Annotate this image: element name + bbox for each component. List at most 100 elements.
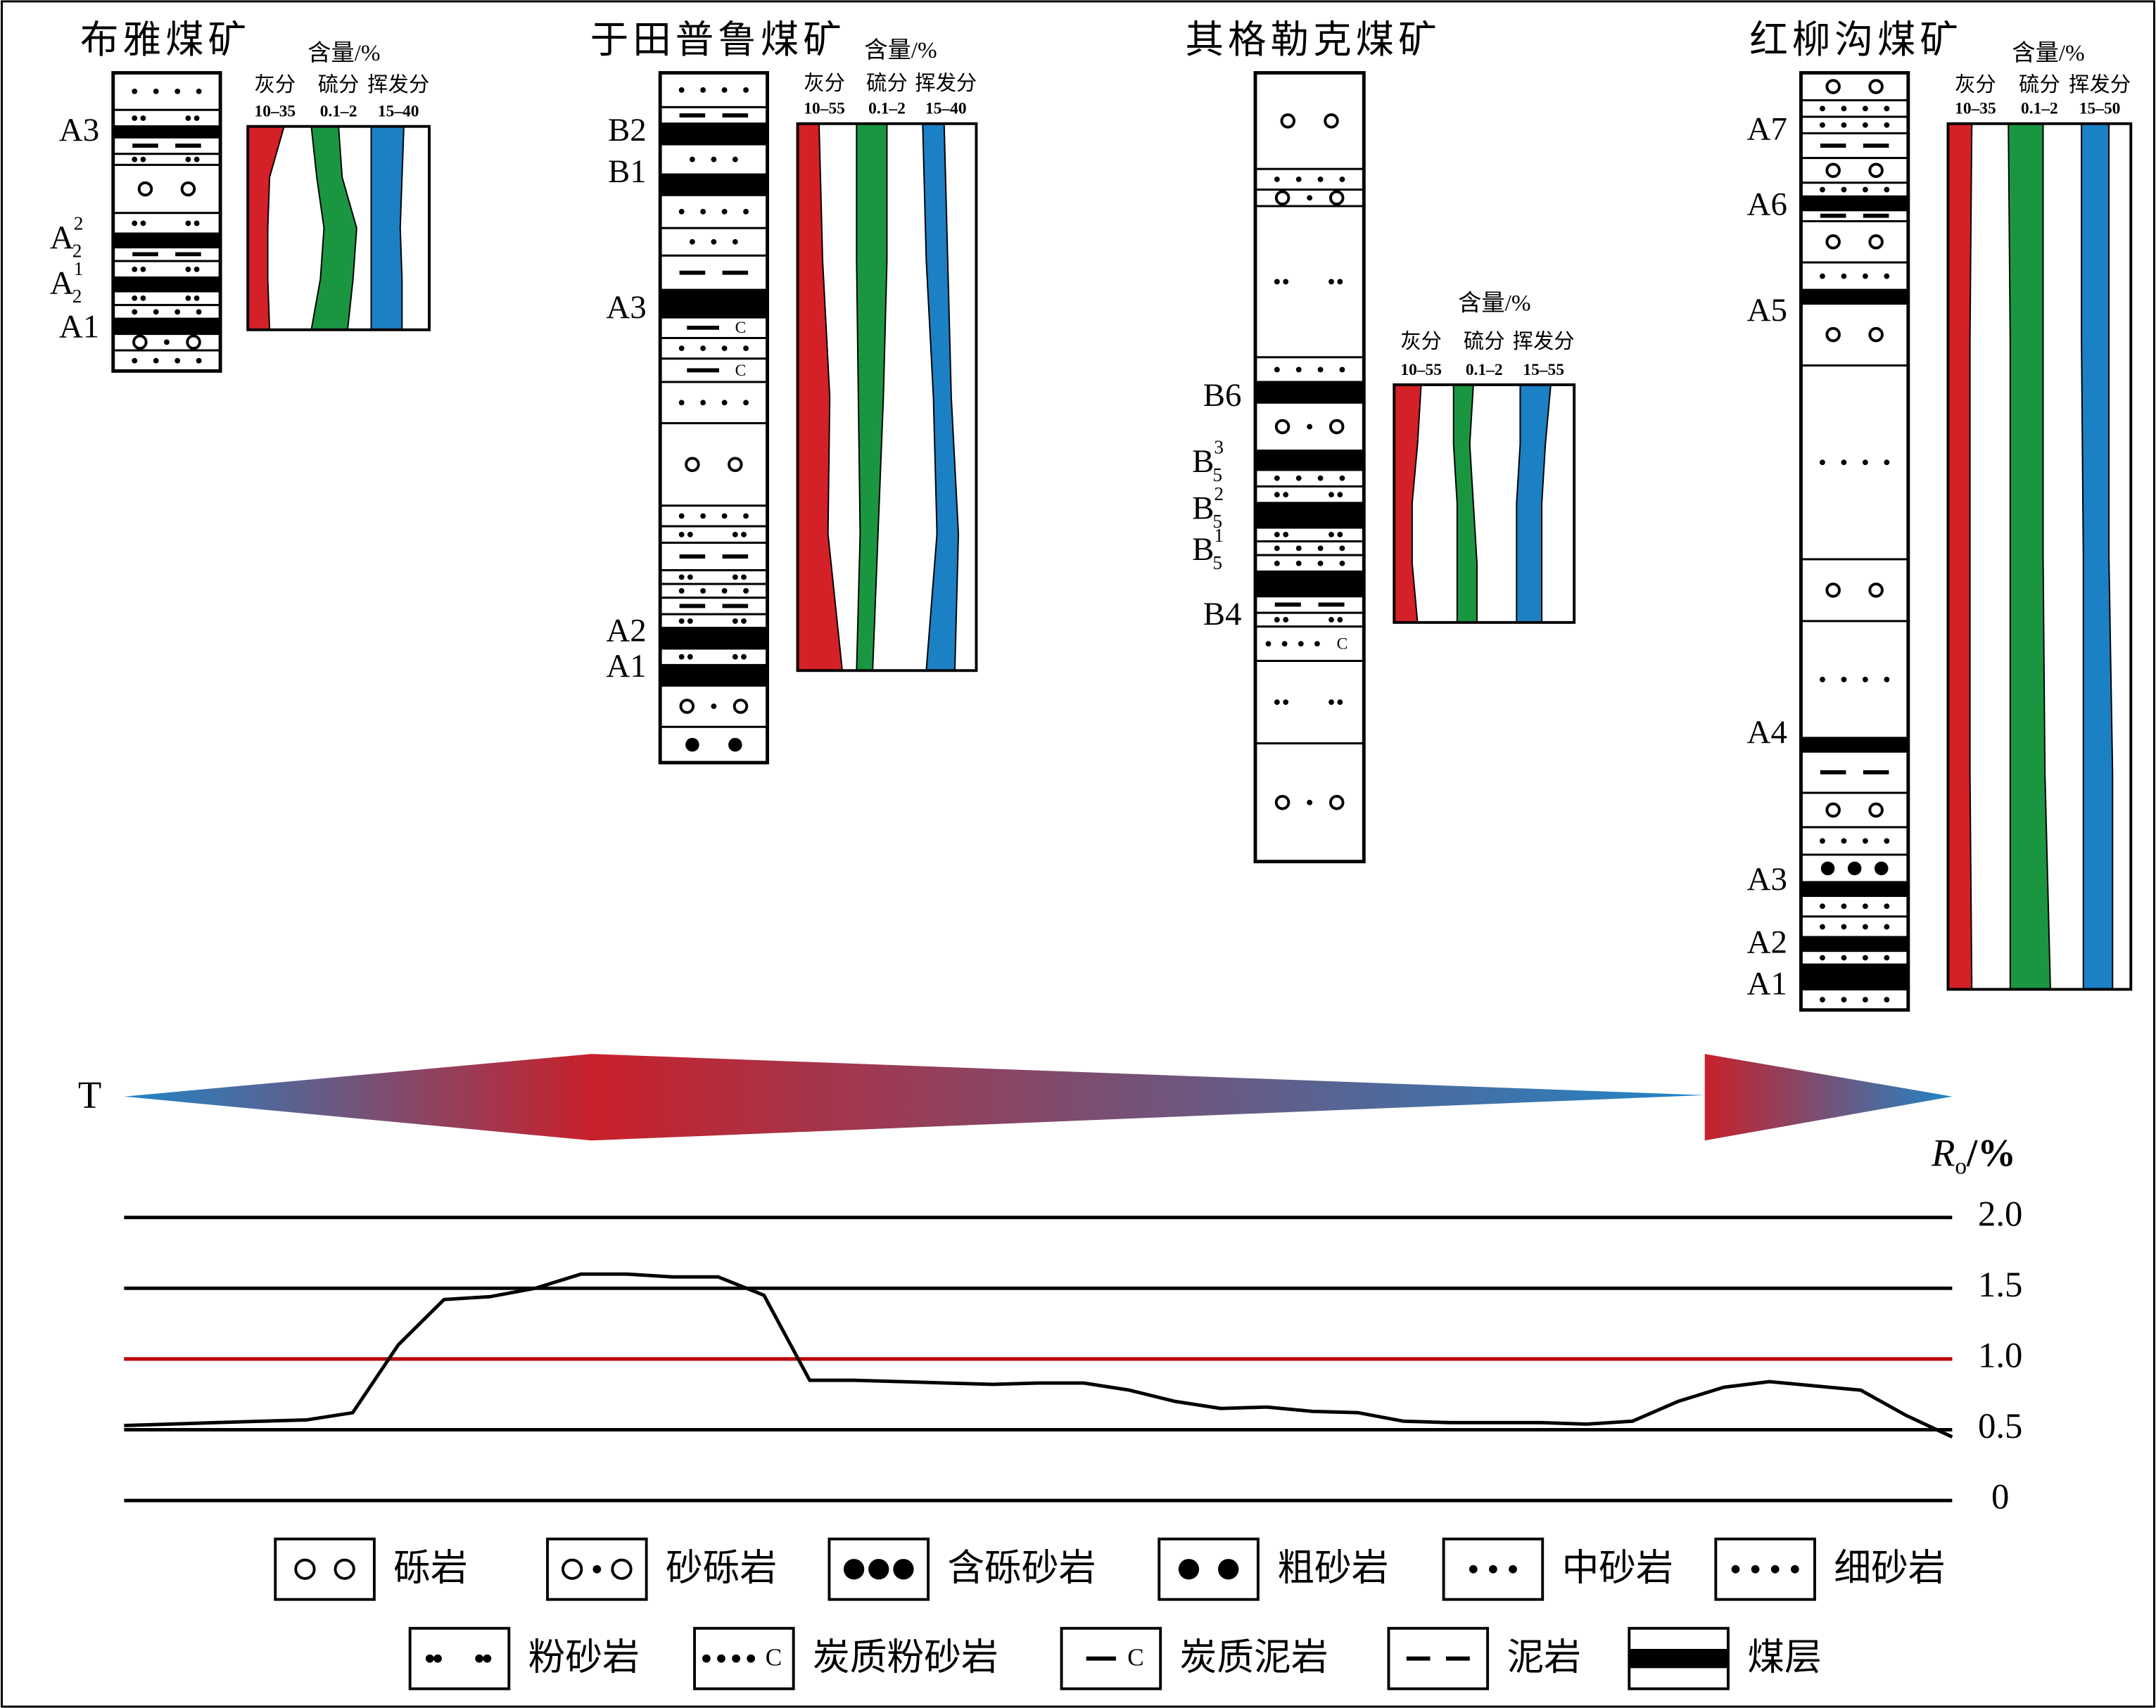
rock-layer [659, 504, 769, 528]
gravel [1329, 190, 1345, 206]
dot [1274, 279, 1280, 285]
dot [687, 531, 693, 537]
content-range: 15–40 [378, 103, 419, 121]
dot [1283, 279, 1289, 285]
content-box [1946, 122, 2133, 991]
dot [592, 1564, 602, 1574]
dot [689, 238, 695, 245]
rock-layer [112, 260, 222, 279]
dot [732, 574, 738, 580]
dot [1841, 459, 1847, 466]
rock-layer [1254, 469, 1365, 487]
dot [194, 115, 200, 121]
y-tick-label: 2.0 [1978, 1194, 2022, 1233]
dot [741, 654, 747, 660]
seam-label: A1 [1747, 965, 1787, 1002]
legend-label: 粗砂岩 [1277, 1548, 1388, 1589]
seam-label: A7 [1747, 110, 1787, 147]
seam-base: B [1192, 490, 1214, 526]
dot [1841, 677, 1847, 682]
gravel [1825, 162, 1841, 178]
rock-layer [1799, 181, 1910, 198]
rock-layer [1799, 751, 1910, 794]
seam-label: B6 [1203, 377, 1242, 414]
content-range: 10–55 [804, 100, 845, 118]
content-range: 15–50 [2079, 100, 2121, 118]
rock-layer [1254, 554, 1365, 573]
dot [196, 88, 202, 94]
seam-label: A1 2 [50, 258, 84, 307]
rock-layer [112, 304, 222, 320]
dot [721, 87, 728, 93]
dot [1274, 492, 1280, 498]
dot [185, 220, 191, 227]
coal-layer [659, 663, 769, 687]
dot [1884, 903, 1890, 910]
dot [132, 357, 138, 364]
content-band [1516, 383, 1552, 623]
legend-label: 炭质泥岩 [1180, 1638, 1329, 1678]
coal-layer [1799, 737, 1910, 753]
seam-sup: 2 [1214, 483, 1224, 504]
coal-layer [112, 232, 222, 249]
gravel [1868, 162, 1884, 178]
dot [1274, 177, 1280, 182]
gravel [1825, 582, 1841, 598]
dot [741, 574, 747, 580]
rock-layer [659, 254, 769, 291]
seam-sup: 3 [1214, 437, 1224, 458]
dot [1329, 699, 1334, 706]
dot [732, 618, 738, 624]
rock-layer [659, 597, 769, 616]
mine-title: 布雅煤矿 [80, 18, 251, 61]
content-name: 硫分 [2019, 73, 2060, 96]
dot [1274, 475, 1280, 481]
dot [1339, 545, 1345, 552]
seam-label: B1 5 [1192, 525, 1224, 573]
dot [1820, 903, 1825, 910]
gravel [728, 457, 743, 472]
coal-layer [1799, 195, 1910, 212]
dot [1281, 641, 1288, 647]
dot [1731, 1564, 1740, 1574]
content-band [1452, 383, 1478, 623]
content-name: 灰分 [1400, 330, 1442, 353]
content-range: 15–40 [925, 100, 967, 118]
dot [743, 400, 749, 406]
pattern-mark: C [1337, 635, 1348, 653]
dot [1862, 677, 1868, 682]
dot [1283, 492, 1289, 498]
dot [1884, 186, 1890, 193]
coal-layer [1254, 571, 1365, 598]
content-name: 挥发分 [915, 72, 977, 95]
dot [185, 156, 191, 162]
dot [1329, 279, 1334, 285]
gravel [1825, 234, 1841, 250]
seam-label: B3 5 [1192, 437, 1224, 485]
content-name: 硫分 [866, 72, 908, 95]
rock-layer [112, 163, 222, 215]
dot [732, 156, 738, 162]
rock-layer [112, 246, 222, 262]
dot [721, 208, 728, 215]
pattern-mark: C [766, 1644, 782, 1671]
dot [1841, 838, 1847, 844]
rock-layer [1254, 526, 1365, 543]
dot [721, 513, 728, 519]
dot [700, 87, 706, 93]
rock-layer [1799, 558, 1910, 623]
dot [1862, 903, 1868, 910]
content-band [797, 122, 844, 672]
dot [721, 588, 728, 594]
seam-sub: 2 [72, 241, 82, 262]
dot [1317, 560, 1324, 566]
dot [175, 88, 181, 94]
rock-layer [659, 542, 769, 572]
rock-layer [1799, 302, 1910, 367]
dot [1489, 1564, 1497, 1574]
coal-layer [659, 288, 769, 319]
dot [700, 345, 706, 352]
seam-label: A6 [1747, 186, 1787, 223]
content-band [856, 122, 888, 672]
